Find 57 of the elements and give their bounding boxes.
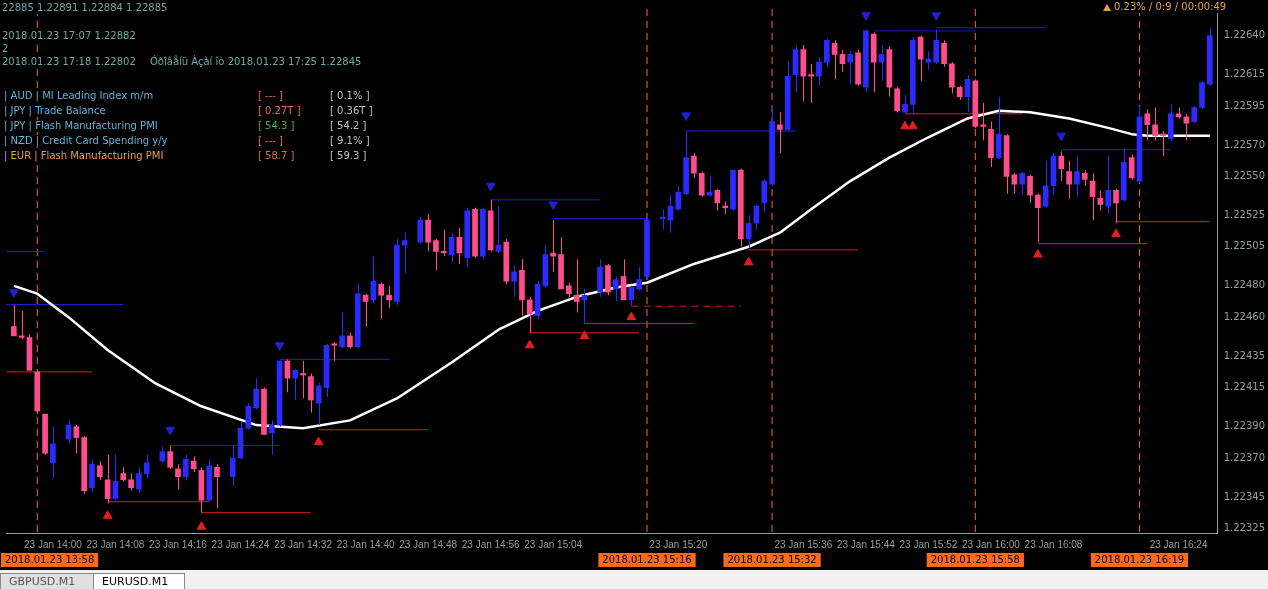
- x-tick-label: 23 Jan 14:00: [23, 538, 83, 550]
- x-tick-label: 23 Jan 14:56: [461, 538, 521, 550]
- ref-line-label: 2018.01.23 13:58: [5, 553, 95, 565]
- annotation: Óðîâåíü Àçàí îò 2018.01.23 17:25 1.22845: [150, 56, 362, 68]
- x-tick-label: 23 Jan 14:40: [336, 538, 395, 550]
- y-tick-label: 1.22370: [1223, 451, 1266, 463]
- x-tick-label: 23 Jan 14:48: [399, 538, 458, 550]
- x-tick-label: 23 Jan 15:44: [836, 538, 896, 550]
- y-tick-label: 1.22615: [1223, 68, 1266, 80]
- annotation: | JPY | Flash Manufacturing PMI: [4, 120, 158, 132]
- annotation: [ 54.2 ]: [330, 120, 367, 132]
- y-tick-label: 1.22570: [1223, 138, 1266, 150]
- annotation: [ 0.1% ]: [330, 90, 370, 102]
- y-tick-label: 1.22435: [1223, 349, 1266, 361]
- annotation: [ 54.3 ]: [258, 120, 295, 132]
- y-tick-label: 1.22390: [1223, 420, 1266, 432]
- y-tick-label: 1.22325: [1223, 521, 1266, 533]
- annotation: [ --- ]: [258, 90, 283, 102]
- annotation: 2018.01.23 17:07 1.22882: [2, 30, 136, 42]
- x-tick-label: 23 Jan 15:20: [649, 538, 708, 550]
- ref-line-label: 2018.01.23 16:19: [1094, 553, 1185, 565]
- x-tick-label: 23 Jan 15:52: [899, 538, 958, 550]
- ref-line-label: 2018.01.23 15:32: [727, 553, 817, 565]
- y-tick-label: 1.22640: [1223, 29, 1266, 41]
- ref-line-label: 2018.01.23 15:16: [602, 553, 692, 565]
- y-tick-label: 1.22525: [1223, 209, 1266, 221]
- y-tick-label: 1.22505: [1223, 240, 1266, 252]
- y-tick-label: 1.22415: [1223, 381, 1266, 393]
- annotation: 22885 1.22891 1.22884 1.22885: [2, 2, 168, 14]
- x-tick-label: 23 Jan 16:08: [1024, 538, 1083, 550]
- annotation: 2: [2, 43, 9, 55]
- x-tick-label: 23 Jan 14:32: [274, 538, 333, 550]
- x-tick-label: 23 Jan 15:04: [524, 538, 583, 550]
- x-tick-label: 23 Jan 14:24: [211, 538, 270, 550]
- y-tick-label: 1.22550: [1223, 169, 1266, 181]
- x-tick-label: 23 Jan 14:08: [86, 538, 145, 550]
- annotation: 2018.01.23 17:18 1.22802: [2, 56, 136, 68]
- y-tick-label: 1.22460: [1223, 310, 1266, 322]
- x-tick-label: 23 Jan 15:36: [774, 538, 833, 550]
- annotation: | EUR | Flash Manufacturing PMI: [4, 150, 164, 162]
- annotation: [ 59.3 ]: [330, 150, 367, 162]
- y-tick-label: 1.22480: [1223, 279, 1266, 291]
- annotation: 0.23% / 0:9 / 00:00:49: [1114, 1, 1227, 13]
- annotation: | NZD | Credit Card Spending y/y: [4, 135, 168, 147]
- annotation: | JPY | Trade Balance: [4, 105, 106, 117]
- y-tick-label: 1.22345: [1223, 490, 1266, 502]
- x-tick-label: 23 Jan 14:16: [149, 538, 208, 550]
- annotation: [ 58.7 ]: [258, 150, 295, 162]
- x-tick-label: 23 Jan 16:00: [962, 538, 1021, 550]
- annotation: [ 9.1% ]: [330, 135, 370, 147]
- annotation: [ 0.27T ]: [258, 105, 301, 117]
- ref-line-label: 2018.01.23 15:58: [930, 553, 1020, 565]
- annotation: [ --- ]: [258, 135, 283, 147]
- annotation: [ 0.36T ]: [330, 105, 373, 117]
- x-tick-label: 23 Jan 16:24: [1149, 538, 1208, 550]
- annotation: | AUD | MI Leading Index m/m: [4, 90, 154, 102]
- y-tick-label: 1.22595: [1223, 99, 1266, 111]
